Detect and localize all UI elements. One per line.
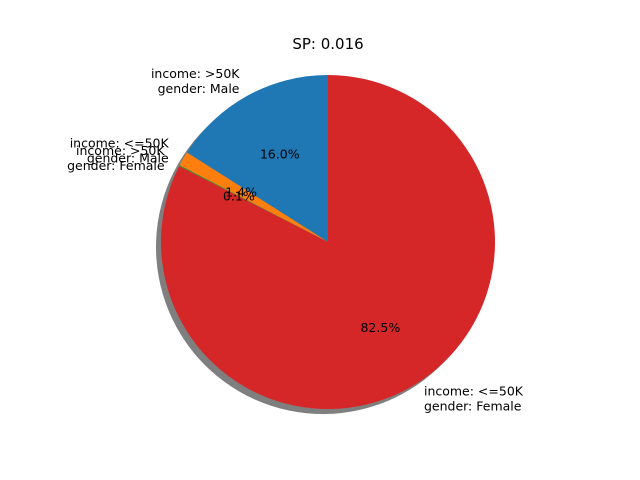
pie-slice: [179, 152, 328, 242]
slice-label-line: income: <=50K: [424, 384, 524, 399]
slice-label-line: income: >50K: [76, 143, 165, 158]
slice-label-line: gender: Male: [87, 150, 169, 165]
slice-label-line: gender: Female: [67, 158, 165, 173]
slice-percent-label: 1.4%: [225, 185, 257, 200]
chart-title: SP: 0.016: [292, 35, 363, 53]
slice-label-line: income: >50K: [151, 66, 240, 81]
slice-label: income: >50K gender: Female: [67, 143, 165, 173]
slice-percent-label: 16.0%: [260, 147, 300, 162]
pie-slice: [179, 165, 328, 242]
slice-label-line: gender: Female: [424, 399, 522, 414]
pie-slice: [161, 75, 496, 409]
slice-label: income: >50K gender: Male: [151, 66, 240, 96]
slice-label: income: <=50K gender: Female: [424, 384, 524, 414]
slice-percent-label: 0.1%: [223, 189, 255, 204]
pie-slices: [161, 75, 496, 409]
slice-label: income: <=50K gender: Male: [70, 135, 170, 165]
slice-label-line: income: <=50K: [70, 135, 170, 150]
slice-percent-label: 82.5%: [360, 320, 400, 335]
pie-slice: [186, 75, 328, 242]
slice-label-line: gender: Male: [158, 81, 240, 96]
